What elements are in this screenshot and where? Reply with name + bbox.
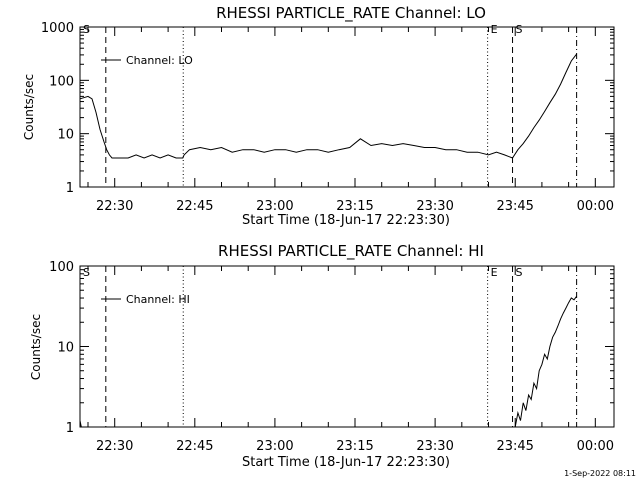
x-tick-label: 23:15 [336, 439, 373, 454]
x-tick-label: 22:45 [176, 439, 213, 454]
x-tick-label: 22:45 [176, 199, 213, 214]
x-tick-label: 00:00 [577, 439, 614, 454]
y-axis-label: Counts/sec [22, 74, 36, 140]
y-axis-label: Counts/sec [29, 314, 43, 380]
panel-lo: RHESSI PARTICLE_RATE Channel: LO Counts/… [22, 4, 615, 228]
plot-frame [79, 26, 615, 188]
x-tick-label: 22:30 [96, 439, 133, 454]
footer-timestamp: 1-Sep-2022 08:11 [564, 469, 636, 478]
chart-marks: 1 10 100 22:30 22:45 23:00 23:15 23:30 23:45 00:0… [49, 260, 615, 454]
x-tick-label: 23:00 [256, 439, 293, 454]
x-axis-label: Start Time (18-Jun-17 22:23:30) [242, 455, 450, 470]
x-tick-label: 23:00 [256, 199, 293, 214]
x-tick-label: 00:00 [577, 199, 614, 214]
legend-label: Channel: HI [126, 293, 190, 306]
plot-frame [79, 265, 615, 428]
chart-title: RHESSI PARTICLE_RATE Channel: LO [216, 4, 486, 23]
marker-label: S [83, 23, 90, 36]
x-axis-label: Start Time (18-Jun-17 22:23:30) [242, 213, 450, 228]
y-tick-label: 100 [49, 74, 74, 89]
legend-label: Channel: LO [126, 54, 193, 67]
x-tick-label: 22:30 [96, 199, 133, 214]
y-tick-label: 10 [57, 128, 74, 143]
x-tick-label: 23:15 [336, 199, 373, 214]
x-tick-label: 23:45 [496, 199, 533, 214]
chart-title: RHESSI PARTICLE_RATE Channel: HI [218, 242, 484, 261]
series-line [79, 296, 578, 428]
x-tick-label: 23:45 [496, 439, 533, 454]
y-tick-label: 1000 [41, 21, 74, 36]
marker-label: S [516, 266, 523, 279]
panel-hi: RHESSI PARTICLE_RATE Channel: HI Counts/… [29, 242, 615, 470]
marker-label: S [516, 23, 523, 36]
series-line [79, 53, 577, 159]
y-tick-label: 100 [49, 260, 74, 275]
y-tick-label: 1 [66, 421, 74, 436]
y-tick-label: 10 [57, 341, 74, 356]
marker-label: S [83, 266, 90, 279]
marker-label: E [491, 23, 498, 36]
chart-marks: 1 10 100 1000 22:30 22:45 23:00 23:15 23:30 23:45… [41, 21, 615, 214]
marker-label: E [491, 266, 498, 279]
x-tick-label: 23:30 [416, 199, 453, 214]
y-tick-label: 1 [66, 181, 74, 196]
x-tick-label: 23:30 [416, 439, 453, 454]
